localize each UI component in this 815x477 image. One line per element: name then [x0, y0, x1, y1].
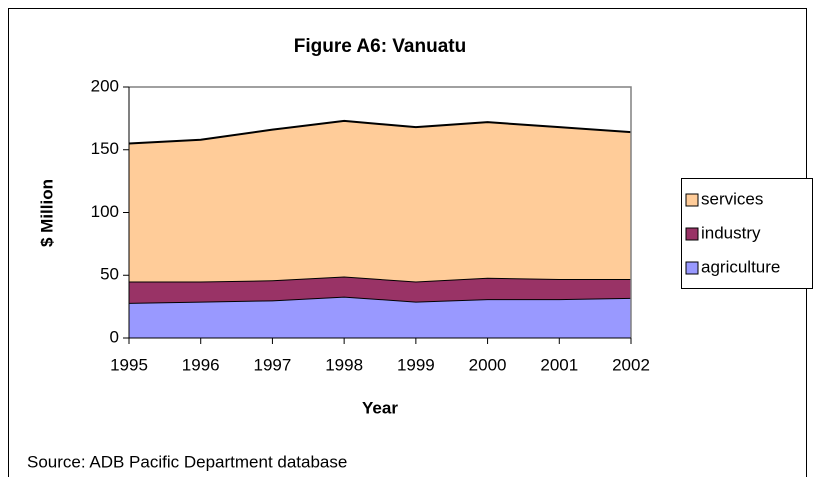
x-tick-label: 1998	[325, 355, 363, 374]
x-axis-label: Year	[362, 398, 398, 417]
x-tick-label: 1995	[110, 355, 148, 374]
area	[129, 276, 631, 303]
x-tick-label: 2000	[469, 355, 507, 374]
x-tick-label: 1996	[182, 355, 220, 374]
legend-swatch	[685, 193, 699, 207]
area	[129, 120, 631, 282]
legend-swatch	[685, 227, 699, 241]
legend-label: agriculture	[701, 257, 780, 276]
source-note: Source: ADB Pacific Department database	[27, 452, 347, 471]
y-tick-label: 150	[91, 139, 119, 158]
y-axis-label: $ Million	[37, 179, 56, 247]
y-tick-label: 0	[110, 327, 119, 346]
y-tick-label: 50	[100, 265, 119, 284]
plot-border	[129, 86, 632, 338]
x-tick-label: 2001	[540, 355, 578, 374]
legend-label: services	[701, 189, 763, 208]
x-tick-label: 2002	[612, 355, 650, 374]
chart-title: Figure A6: Vanuatu	[294, 36, 466, 57]
y-tick-label: 100	[91, 202, 119, 221]
area	[129, 296, 631, 338]
x-tick-label: 1997	[254, 355, 292, 374]
legend-swatch	[685, 261, 699, 275]
legend-label: industry	[701, 223, 761, 242]
area-edge	[128, 119, 632, 145]
y-tick-label: 200	[91, 76, 119, 95]
legend-box	[681, 178, 813, 289]
x-tick-label: 1999	[397, 355, 435, 374]
